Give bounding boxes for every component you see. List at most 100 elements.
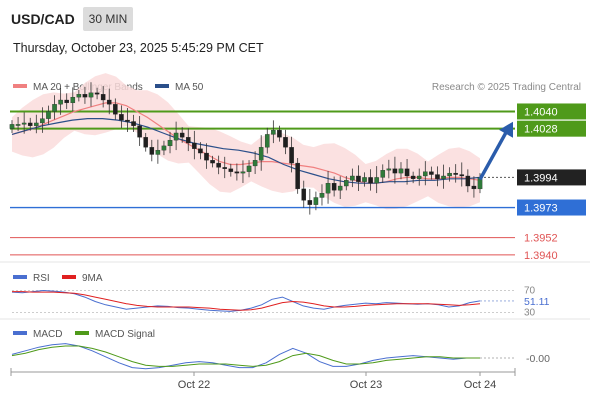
- candle-body: [313, 197, 319, 205]
- candle-body: [167, 139, 173, 147]
- candle-body: [143, 137, 148, 148]
- candle-body: [82, 94, 88, 98]
- candle-body: [131, 121, 136, 126]
- candle-body: [356, 175, 361, 182]
- candle-body: [404, 168, 410, 177]
- candle-body: [9, 124, 15, 129]
- rsi-level-label: 30: [524, 308, 536, 319]
- candle-body: [64, 99, 69, 104]
- x-tick-label: Oct 22: [178, 379, 210, 391]
- rsi-line: [11, 289, 481, 312]
- candle-body: [344, 180, 349, 187]
- x-tick-label: Oct 24: [464, 379, 496, 391]
- candle-body: [271, 129, 276, 135]
- candle-body: [161, 145, 167, 151]
- symbol-label: USD/CAD: [11, 11, 75, 27]
- candle-body: [119, 114, 124, 121]
- candle-body: [21, 122, 27, 125]
- candle-body: [173, 132, 179, 141]
- macd-panel: MACD MACD Signal -0.00: [11, 329, 550, 370]
- candle-body: [234, 171, 240, 174]
- candle-body: [380, 170, 386, 178]
- candle-body: [416, 175, 422, 179]
- resistance-label: 1.4040: [524, 106, 558, 118]
- candle-body: [429, 171, 434, 175]
- candle-body: [228, 168, 234, 172]
- support-label: 1.3940: [524, 250, 558, 262]
- x-axis: Oct 22 Oct 23 Oct 24: [10, 368, 516, 391]
- candle-body: [40, 118, 45, 124]
- candle-body: [15, 124, 21, 126]
- candle-body: [392, 168, 398, 174]
- x-tick-label: Oct 23: [350, 379, 382, 391]
- ma20-line: [11, 102, 481, 184]
- support-label: 1.3952: [524, 233, 558, 245]
- candle-body: [113, 104, 118, 115]
- candle-body: [137, 125, 142, 138]
- macd-legend-label: MACD: [33, 329, 62, 340]
- ma20-legend-swatch: [13, 84, 27, 88]
- candle-body: [88, 92, 94, 98]
- support-label: 1.3973: [524, 203, 558, 215]
- rsi-ma-line: [12, 291, 481, 311]
- candle-body: [34, 122, 39, 126]
- timeframe-badge[interactable]: 30 MIN: [83, 7, 133, 31]
- candle-body: [362, 177, 367, 182]
- forecast-arrow-head: [499, 121, 513, 138]
- candle-body: [222, 167, 228, 169]
- bollinger-band: [12, 73, 480, 210]
- support-badge: [517, 199, 586, 216]
- forecast-arrow-shaft: [478, 129, 509, 181]
- last-price-label: 1.3994: [524, 172, 558, 184]
- rsi-ma-legend-label: 9MA: [82, 273, 103, 284]
- candle-body: [465, 175, 471, 187]
- candle-body: [453, 172, 458, 175]
- candle-body: [410, 175, 416, 179]
- candle-body: [264, 134, 270, 148]
- datetime-label: Thursday, October 23, 2025 5:45:29 PM CE…: [13, 41, 264, 55]
- candle-body: [58, 99, 63, 105]
- candle-body: [386, 168, 392, 171]
- candle-body: [70, 96, 76, 104]
- candle-body: [252, 160, 258, 167]
- candle-body: [331, 183, 337, 191]
- rsi-level-label: 70: [524, 286, 536, 297]
- chart-header: USD/CAD 30 MIN Thursday, October 23, 202…: [0, 0, 590, 70]
- ma50-legend-swatch: [155, 84, 169, 88]
- macd-line: [11, 343, 480, 370]
- candle-body: [289, 147, 294, 164]
- candle-body: [258, 147, 264, 161]
- rsi-legend-swatch: [13, 275, 27, 279]
- candle-body: [277, 129, 282, 138]
- rsi-last-value: 51.11: [524, 296, 550, 308]
- ma50-line: [11, 117, 481, 184]
- candle-body: [210, 160, 215, 164]
- price-panel: 1.4040 1.4028 1.3973 1.3952 1.3940 1.3994: [9, 73, 586, 262]
- last-price-badge: [517, 169, 586, 186]
- candle-body: [216, 162, 221, 168]
- candle-body: [179, 132, 185, 138]
- candle-body: [149, 147, 155, 155]
- candle-body: [350, 175, 355, 181]
- candle-body: [319, 193, 325, 198]
- candle-body: [368, 177, 373, 184]
- macd-legend-swatch: [13, 331, 27, 335]
- candle-body: [283, 137, 288, 148]
- candle-body: [240, 171, 246, 174]
- credit-label: Research © 2025 Trading Central: [432, 82, 581, 93]
- candle-body: [204, 152, 209, 161]
- candle-body: [295, 162, 300, 190]
- candle-body: [398, 168, 404, 174]
- macd-signal-legend-label: MACD Signal: [95, 329, 155, 340]
- candle-body: [125, 119, 130, 122]
- candle-body: [246, 165, 252, 172]
- candle-body: [94, 92, 100, 95]
- resistance-badge: [517, 103, 586, 120]
- candle-body: [198, 148, 203, 154]
- rsi-ma-legend-swatch: [62, 275, 76, 279]
- candle-body: [27, 122, 33, 126]
- macd-signal-line: [11, 345, 480, 367]
- candle-body: [307, 200, 313, 205]
